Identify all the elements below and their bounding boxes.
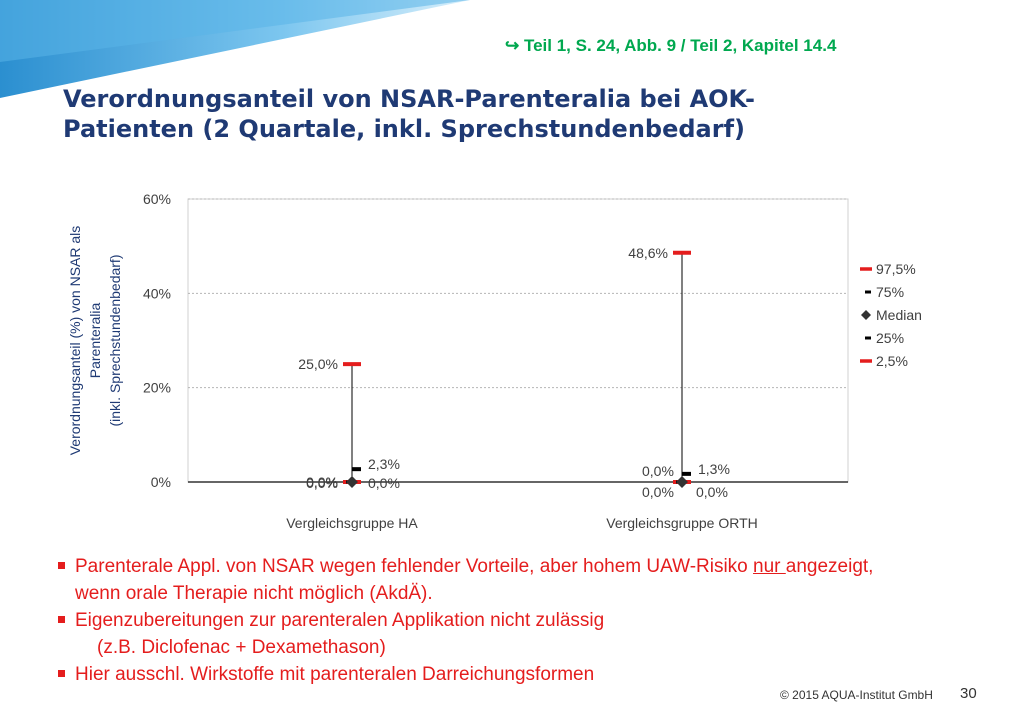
- reference-text: Teil 1, S. 24, Abb. 9 / Teil 2, Kapitel …: [523, 36, 837, 55]
- legend-label: 75%: [876, 284, 904, 300]
- bullet-continuation: wenn orale Therapie nicht möglich (AkdÄ)…: [75, 583, 433, 604]
- median-marker: [346, 476, 358, 488]
- p97-5-label: 48,6%: [628, 245, 668, 261]
- x-category-label: Vergleichsgruppe ORTH: [606, 515, 757, 531]
- plot-area: [187, 198, 849, 483]
- bullet-square-icon: [58, 670, 65, 677]
- bullet-text: Eigenzubereitungen zur parenteralen Appl…: [75, 610, 605, 631]
- y-axis-title-line: Parenteralia: [87, 303, 103, 379]
- x-category-label: Vergleichsgruppe HA: [286, 515, 418, 531]
- median-label: 0,0%: [696, 484, 728, 500]
- bullet-text-tail: angezeigt,: [785, 556, 874, 577]
- slide-title: Verordnungsanteil von NSAR-Parenteralia …: [63, 85, 756, 143]
- bullet-text: Parenterale Appl. von NSAR wegen fehlend…: [75, 556, 754, 577]
- p2-5-label: 0,0%: [642, 484, 674, 500]
- y-tick-label: 0%: [151, 474, 171, 490]
- p2-5-label: 0,0%: [306, 475, 338, 491]
- legend-marker-diamond: [861, 310, 871, 320]
- decorative-header-band: [0, 0, 470, 98]
- p25-label: 0,0%: [642, 463, 674, 479]
- y-axis-title-line: (inkl. Sprechstundenbedarf): [107, 255, 123, 427]
- p75-label: 1,3%: [698, 461, 730, 477]
- p97-5-label: 25,0%: [298, 356, 338, 372]
- bullet-underlined-text: nur: [753, 556, 786, 577]
- legend-label: Median: [876, 307, 922, 323]
- median-marker: [676, 476, 688, 488]
- arrow-icon: ↪: [505, 36, 520, 55]
- chart: 0% 20% 40% 60% Verordnungsanteil (%) von NSA…: [67, 191, 922, 531]
- bullet-square-icon: [58, 616, 65, 623]
- median-label: 0,0%: [368, 475, 400, 491]
- legend-label: 25%: [876, 330, 904, 346]
- bullet-item: Eigenzubereitungen zur parenteralen Appl…: [58, 607, 1008, 661]
- bullet-continuation: (z.B. Diclofenac + Dexamethason): [97, 637, 386, 658]
- legend-label: 97,5%: [876, 261, 916, 277]
- bullet-item: Parenterale Appl. von NSAR wegen fehlend…: [58, 553, 1008, 607]
- bullet-text: Hier ausschl. Wirkstoffe mit parenterale…: [75, 664, 595, 685]
- y-tick-label: 60%: [143, 191, 171, 207]
- p25-label: 0,0%: [306, 474, 338, 490]
- copyright-footer: © 2015 AQUA-Institut GmbH: [780, 688, 933, 702]
- page-number: 30: [960, 685, 977, 702]
- bullet-square-icon: [58, 562, 65, 569]
- y-axis-title-line: Verordnungsanteil (%) von NSAR als: [67, 226, 83, 456]
- y-tick-label: 40%: [143, 285, 171, 301]
- reference-link[interactable]: ↪ Teil 1, S. 24, Abb. 9 / Teil 2, Kapite…: [505, 36, 836, 56]
- y-tick-label: 20%: [143, 380, 171, 396]
- p75-label: 2,3%: [368, 456, 400, 472]
- bullet-item: Hier ausschl. Wirkstoffe mit parenterale…: [58, 661, 1008, 688]
- legend-label: 2,5%: [876, 353, 908, 369]
- bullet-list: Parenterale Appl. von NSAR wegen fehlend…: [58, 553, 1008, 688]
